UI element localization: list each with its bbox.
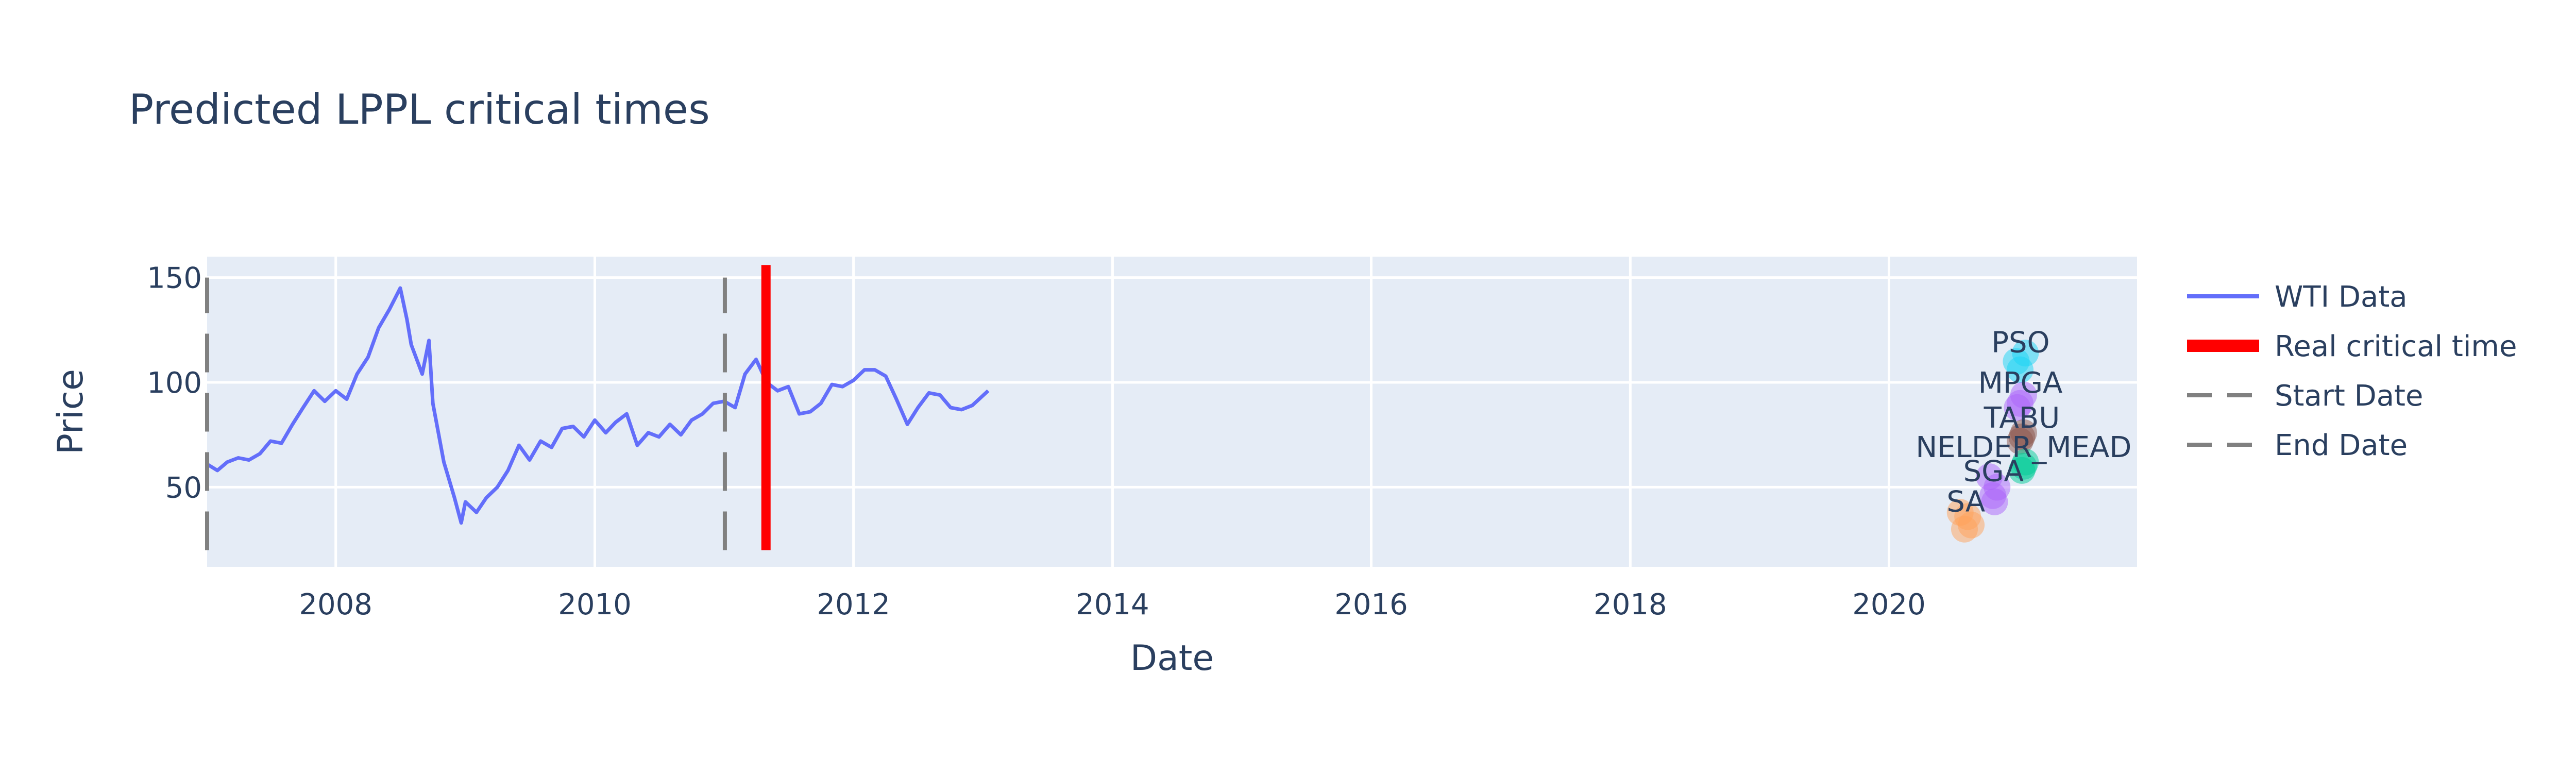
x-tick-label: 2016 (1334, 588, 1408, 621)
y-tick-label: 50 (165, 471, 202, 505)
prediction-label: MPGA (1978, 366, 2063, 400)
prediction-point (2004, 394, 2031, 421)
y-axis-title: Price (50, 369, 91, 455)
x-tick-label: 2018 (1594, 588, 1667, 621)
legend-item[interactable]: Start Date (2187, 379, 2423, 413)
x-axis-title: Date (1130, 638, 1214, 679)
prediction-point (2008, 457, 2036, 484)
prediction-label: TABU (1984, 401, 2060, 435)
legend-label: Real critical time (2275, 330, 2517, 363)
prediction-point (1954, 503, 1981, 530)
y-tick-label: 100 (147, 366, 202, 400)
x-tick-label: 2008 (299, 588, 372, 621)
prediction-label: PSO (1991, 326, 2049, 359)
legend[interactable]: WTI Data Real critical time Start Date End … (2187, 280, 2517, 462)
plot-area (207, 257, 2137, 567)
prediction-label: SGA (1963, 455, 2024, 489)
x-gridlines (334, 257, 1891, 567)
legend-label: Start Date (2275, 379, 2423, 413)
x-tick-label: 2014 (1076, 588, 1149, 621)
y-tick-labels: 50 100 150 (147, 262, 202, 505)
prediction-tabu: TABU (1984, 401, 2060, 455)
x-tick-label: 2012 (817, 588, 890, 621)
x-tick-label: 2010 (558, 588, 632, 621)
x-tick-labels: 2008 2010 2012 2014 2016 2018 2020 (299, 588, 1925, 621)
prediction-point (1976, 463, 2003, 491)
prediction-label: SA (1946, 485, 1985, 519)
chart-title: Predicted LPPL critical times (129, 86, 710, 133)
prediction-sa: SA (1946, 485, 1985, 543)
x-tick-label: 2020 (1852, 588, 1926, 621)
wti-data-line (206, 286, 990, 525)
prediction-point (1981, 488, 2008, 515)
legend-item[interactable]: WTI Data (2187, 280, 2408, 314)
prediction-point (2003, 348, 2030, 375)
y-tick-label: 150 (147, 262, 202, 295)
legend-item[interactable]: Real critical time (2187, 330, 2517, 363)
prediction-pso: PSO (1991, 326, 2050, 383)
legend-item[interactable]: End Date (2187, 429, 2408, 462)
y-gridlines (207, 276, 2137, 489)
legend-label: End Date (2275, 429, 2408, 462)
legend-label: WTI Data (2275, 280, 2408, 314)
series-layer (205, 265, 990, 550)
prediction-sga: SGA (1963, 455, 2024, 515)
prediction-mpga: MPGA (1978, 366, 2063, 421)
prediction-nelder-mead: NELDER_MEAD (1916, 431, 2131, 484)
prediction-label: NELDER_MEAD (1916, 431, 2131, 464)
prediction-point (2007, 427, 2034, 455)
